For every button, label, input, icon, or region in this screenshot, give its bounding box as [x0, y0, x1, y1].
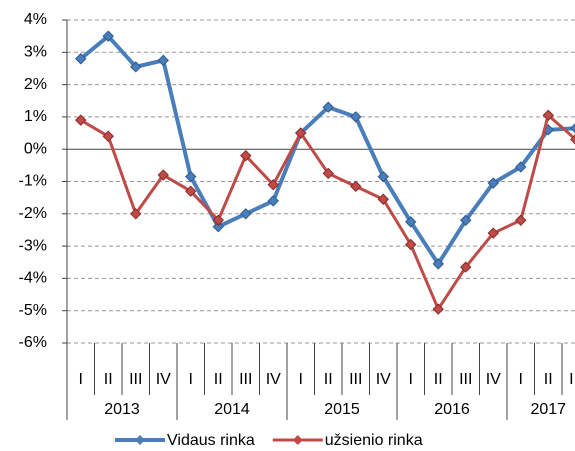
marker [487, 227, 499, 239]
marker [157, 169, 169, 181]
legend-marker [292, 435, 303, 445]
y-tick-label: 4% [24, 11, 47, 28]
x-tick-label: I [409, 371, 413, 388]
marker [377, 193, 389, 205]
marker [212, 214, 224, 226]
marker [130, 208, 142, 220]
marker [405, 238, 417, 251]
x-tick-label: IV [376, 371, 391, 388]
marker [322, 101, 334, 113]
y-tick-label: -2% [19, 205, 47, 222]
x-tick-label: III [349, 371, 362, 388]
marker [322, 167, 334, 180]
y-tick-label: -3% [19, 237, 47, 254]
x-tick-label: II [104, 371, 113, 388]
y-tick-label: -6% [19, 334, 47, 351]
marker [267, 179, 279, 191]
marker [240, 149, 252, 162]
x-tick-label: I [299, 371, 303, 388]
marker [240, 208, 252, 220]
y-tick-label: 2% [24, 76, 47, 93]
marker [185, 185, 197, 197]
legend-label: Vidaus rinka [167, 432, 255, 449]
y-tick-label: -1% [19, 173, 47, 190]
y-tick-label: -4% [19, 270, 47, 287]
x-tick-label: III [459, 371, 472, 388]
marker [377, 170, 389, 183]
x-tick-label: I [79, 371, 83, 388]
marker [432, 303, 444, 315]
marker [350, 180, 362, 193]
marker [515, 214, 527, 226]
legend-marker [135, 435, 145, 445]
marker [570, 123, 575, 134]
x-tick-label: I [519, 371, 523, 388]
x-tick-label: III [129, 371, 142, 388]
x-tick-label: II [434, 371, 443, 388]
x-tick-label: IV [486, 371, 501, 388]
legend-label: užsienio rinka [325, 432, 423, 449]
x-tick-label: IV [266, 371, 281, 388]
x-tick-label: III [569, 371, 575, 388]
marker [487, 177, 499, 189]
marker [75, 53, 87, 65]
year-label: 2017 [530, 401, 566, 418]
marker [102, 30, 114, 42]
marker [350, 111, 362, 123]
marker [75, 114, 87, 126]
marker [130, 61, 142, 73]
x-tick-label: III [239, 371, 252, 388]
year-label: 2016 [434, 401, 470, 418]
year-label: 2014 [214, 401, 250, 418]
marker [267, 195, 279, 207]
marker [157, 54, 169, 67]
marker [102, 130, 114, 142]
marker [405, 216, 417, 228]
x-tick-label: II [544, 371, 553, 388]
y-tick-label: 0% [24, 140, 47, 157]
year-label: 2015 [324, 401, 360, 418]
y-tick-label: 3% [24, 44, 47, 61]
marker [185, 170, 197, 183]
year-label: 2013 [104, 401, 140, 418]
marker [295, 127, 307, 139]
marker [542, 109, 554, 121]
x-tick-label: II [324, 371, 333, 388]
marker [460, 261, 472, 273]
marker [515, 161, 527, 173]
x-tick-label: IV [156, 371, 171, 388]
marker [570, 134, 575, 145]
y-tick-label: 1% [24, 108, 47, 125]
marker [460, 214, 472, 226]
series-line [79, 113, 575, 311]
x-tick-label: II [214, 371, 223, 388]
marker [212, 221, 224, 233]
y-tick-label: -5% [19, 302, 47, 319]
x-tick-label: I [189, 371, 193, 388]
marker [432, 258, 444, 270]
